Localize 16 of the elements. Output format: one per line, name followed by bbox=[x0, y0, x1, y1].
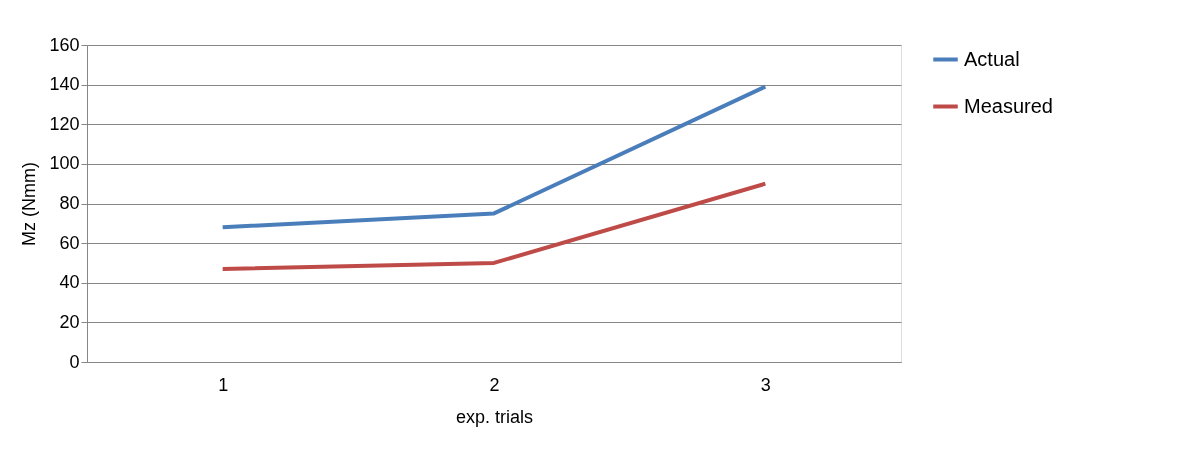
y-tick-label: 20 bbox=[59, 311, 80, 332]
y-tick-label: 140 bbox=[49, 74, 80, 95]
y-axis-title: Mz (Nmm) bbox=[19, 162, 40, 246]
y-tick-label: 80 bbox=[59, 193, 80, 213]
y-tick-label: 0 bbox=[69, 351, 80, 372]
y-tick-label: 60 bbox=[59, 232, 80, 253]
y-tick-label: 160 bbox=[49, 34, 80, 55]
y-tick-label: 100 bbox=[49, 153, 80, 174]
y-tick-label: 120 bbox=[49, 113, 80, 134]
legend-label: Actual bbox=[964, 47, 1020, 70]
x-tick-label: 3 bbox=[760, 374, 771, 395]
x-axis-title: exp. trials bbox=[455, 406, 534, 427]
x-tick-label: 2 bbox=[489, 374, 500, 395]
y-tick-label: 40 bbox=[59, 272, 80, 293]
legend-label: Measured bbox=[964, 94, 1053, 117]
x-tick-label: 1 bbox=[218, 374, 229, 395]
